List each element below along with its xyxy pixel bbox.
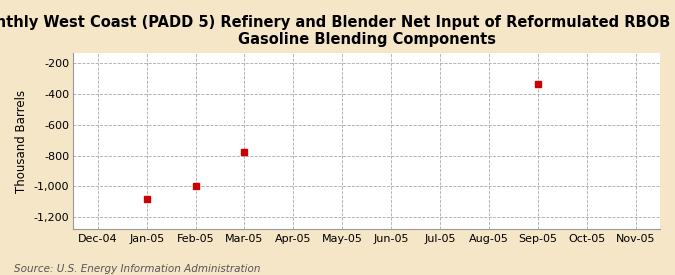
- Y-axis label: Thousand Barrels: Thousand Barrels: [15, 89, 28, 192]
- Text: Source: U.S. Energy Information Administration: Source: U.S. Energy Information Administ…: [14, 264, 260, 274]
- Title: Monthly West Coast (PADD 5) Refinery and Blender Net Input of Reformulated RBOB : Monthly West Coast (PADD 5) Refinery and…: [0, 15, 675, 47]
